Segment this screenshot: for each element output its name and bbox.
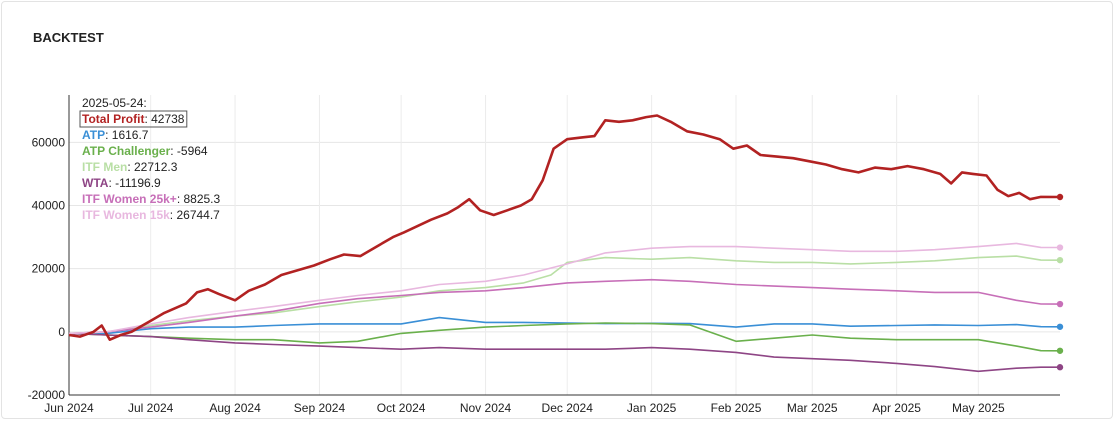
y-tick-label: 60000: [32, 135, 66, 149]
endpoint-wta: [1056, 364, 1064, 371]
endpoint-itf-men: [1056, 256, 1064, 264]
series-endpoints: [1056, 193, 1064, 371]
series-line-itf-women-25k-[interactable]: [68, 278, 1061, 335]
legend-entry-wta: WTA: -11196.9: [82, 176, 161, 190]
legend-name: ATP: [82, 128, 105, 142]
legend-entry-atp: ATP: 1616.7: [82, 128, 149, 142]
legend-entry-itf-women-15k: ITF Women 15k: 26744.7: [82, 208, 220, 222]
legend-date: 2025-05-24:: [82, 96, 147, 110]
legend-value: : -11196.9: [108, 176, 161, 190]
y-tick-label: -20000: [28, 388, 66, 402]
legend: 2025-05-24: Total Profit: 42738 ATP: 1616.…: [79, 96, 221, 222]
legend-entry-itf-women-25k-: ITF Women 25k+: 8825.3: [82, 192, 221, 206]
x-tick-label: Oct 2024: [377, 401, 426, 415]
series-line-itf-women-15k[interactable]: [68, 242, 1061, 335]
x-tick-label: Mar 2025: [787, 401, 838, 415]
legend-name: ITF Women 15k: [82, 208, 170, 222]
legend-entry-atp-challenger: ATP Challenger: -5964: [82, 144, 208, 158]
legend-highlight-box: [79, 110, 188, 128]
x-tick-label: Jul 2024: [128, 401, 174, 415]
series-line-total-profit[interactable]: [68, 114, 1061, 341]
x-tick-label: May 2025: [952, 401, 1005, 415]
legend-name: ITF Women 25k+: [82, 192, 177, 206]
y-tick-label: 0: [58, 325, 65, 339]
endpoint-itf-women-25k-: [1056, 300, 1064, 308]
legend-name: WTA: [82, 176, 109, 190]
series-line-atp-challenger[interactable]: [68, 322, 1061, 352]
y-tick-label: 40000: [32, 199, 66, 213]
x-tick-label: Nov 2024: [460, 401, 512, 415]
endpoint-total-profit: [1056, 193, 1064, 201]
legend-value: : 1616.7: [105, 128, 149, 142]
x-tick-label: Sep 2024: [294, 401, 346, 415]
x-tick-label: Aug 2024: [209, 401, 261, 415]
x-tick-label: Feb 2025: [711, 401, 762, 415]
axes: -20000 0 20000 40000 60000 Jun 2024 Jul 2024 Au…: [28, 95, 1060, 415]
endpoint-atp-challenger: [1056, 347, 1064, 354]
legend-entry-total-profit: Total Profit: 42738: [82, 112, 185, 126]
series-line-wta[interactable]: [68, 332, 1060, 373]
legend-name: Total Profit: [82, 112, 144, 126]
x-tick-label: Apr 2025: [872, 401, 921, 415]
x-tick-label: Jun 2024: [44, 401, 94, 415]
card-title: BACKTEST: [33, 30, 104, 45]
legend-value: : 8825.3: [177, 192, 221, 206]
legend-value: : 22712.3: [127, 160, 177, 174]
series-line-atp[interactable]: [69, 316, 1061, 335]
legend-name: ITF Men: [82, 160, 127, 174]
endpoint-atp: [1056, 323, 1064, 330]
endpoint-itf-women-15k: [1056, 244, 1064, 251]
legend-value: : 26744.7: [170, 208, 220, 222]
legend-name: ATP Challenger: [82, 144, 171, 158]
x-tick-label: Jan 2025: [627, 401, 677, 415]
series-lines[interactable]: [68, 114, 1061, 373]
legend-entry-itf-men: ITF Men: 22712.3: [82, 160, 178, 174]
x-tick-label: Dec 2024: [542, 401, 594, 415]
legend-value: : 42738: [144, 112, 184, 126]
legend-value: : -5964: [170, 144, 208, 158]
y-tick-label: 20000: [32, 262, 66, 276]
